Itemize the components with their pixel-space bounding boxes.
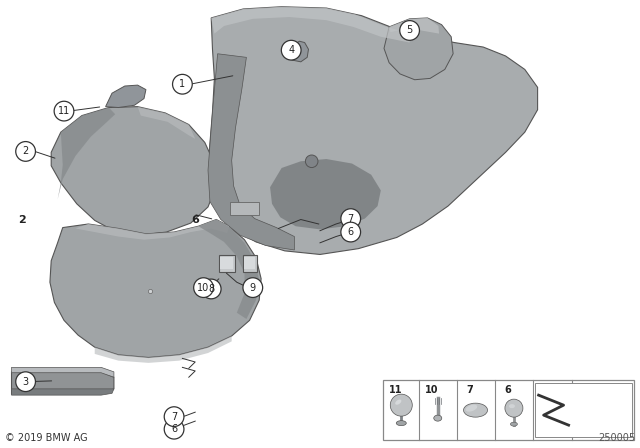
Ellipse shape [511,422,517,426]
Ellipse shape [396,421,406,426]
Text: 10: 10 [425,385,438,395]
Bar [220,257,233,269]
Ellipse shape [395,400,401,405]
Polygon shape [50,220,261,358]
Circle shape [341,209,360,228]
Circle shape [505,399,523,417]
Polygon shape [12,367,114,377]
Text: 6: 6 [191,215,199,224]
Polygon shape [389,18,439,34]
Circle shape [282,40,301,60]
Text: 2: 2 [22,146,29,156]
Polygon shape [76,220,229,240]
Polygon shape [208,54,294,250]
Polygon shape [12,372,114,394]
Ellipse shape [466,405,477,412]
Bar [243,255,257,272]
Text: 6: 6 [171,424,177,434]
Ellipse shape [463,403,488,417]
Text: 6: 6 [504,385,511,395]
Text: 8: 8 [208,284,214,294]
Polygon shape [384,18,453,80]
Circle shape [243,278,262,297]
Circle shape [173,74,192,94]
Circle shape [202,279,221,299]
Text: © 2019 BMW AG: © 2019 BMW AG [5,433,88,443]
Text: 11: 11 [58,106,70,116]
Polygon shape [95,336,232,363]
Circle shape [164,407,184,426]
Bar [244,257,255,269]
Polygon shape [106,85,146,108]
Text: 1: 1 [179,79,186,89]
Polygon shape [288,41,308,62]
Text: 10: 10 [197,283,210,293]
Text: 6: 6 [348,227,354,237]
Polygon shape [208,7,538,254]
Text: 3: 3 [22,377,29,387]
Text: 7: 7 [466,385,473,395]
Text: 5: 5 [406,26,413,35]
Text: 4: 4 [288,45,294,55]
Polygon shape [51,107,216,235]
Polygon shape [270,159,381,229]
Circle shape [194,278,213,297]
Circle shape [16,142,35,161]
Text: 2: 2 [19,215,26,224]
Text: 250005: 250005 [598,433,635,443]
Bar [535,383,632,437]
Polygon shape [58,108,115,199]
Circle shape [305,155,318,168]
Ellipse shape [434,415,442,421]
Polygon shape [211,7,410,43]
Polygon shape [230,202,259,215]
Polygon shape [12,389,114,395]
Text: 11: 11 [388,385,402,395]
Bar [219,255,235,272]
Circle shape [390,394,412,416]
Circle shape [164,419,184,439]
Circle shape [400,21,419,40]
Circle shape [341,222,360,242]
Circle shape [54,101,74,121]
Text: 7: 7 [171,412,177,422]
Polygon shape [138,107,195,139]
Circle shape [16,372,35,392]
Polygon shape [198,220,259,319]
Text: 9: 9 [250,283,256,293]
Text: 7: 7 [348,214,354,224]
Ellipse shape [509,404,515,408]
Bar [383,380,634,440]
